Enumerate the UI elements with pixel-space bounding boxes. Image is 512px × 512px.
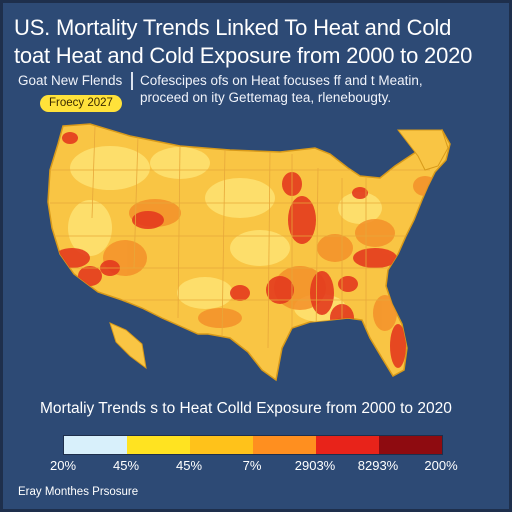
legend-swatch-0 (64, 436, 127, 454)
subheader-right-line-1: Cofescipes ofs on Heat focuses ff and t … (140, 73, 423, 88)
new-england-shape (396, 129, 449, 171)
subheader: Goat New Flends Cofescipes ofs on Heat f… (18, 72, 498, 112)
legend-label: 8293% (357, 458, 399, 473)
subheader-left: Goat New Flends (18, 73, 123, 88)
legend-label: 2903% (294, 458, 336, 473)
legend-swatch-2 (190, 436, 253, 454)
legend-swatch-4 (316, 436, 379, 454)
us-heat-map (30, 108, 480, 398)
year-badge: Froecy 2027 (40, 95, 122, 112)
legend-label: 20% (49, 458, 77, 473)
us-map-svg (47, 123, 451, 381)
subheader-right-line-2: proceed on ity Gettemag tea, rlenebougty… (140, 90, 392, 105)
legend-labels: 20% 45% 45% 7% 2903% 8293% 200% (40, 458, 472, 476)
legend-color-scale (63, 435, 443, 455)
legend-swatch-5 (379, 436, 442, 454)
legend-swatch-1 (127, 436, 190, 454)
alaska-shape (109, 322, 147, 370)
subheader-right: Cofescipes ofs on Heat focuses ff and t … (140, 72, 500, 106)
infographic-title: US. Mortality Trends Linked To Heat and … (14, 14, 498, 70)
legend-label: 45% (112, 458, 140, 473)
footer-note: Eray Monthes Prsosure (18, 486, 139, 498)
subheader-divider (131, 72, 133, 90)
legend-swatch-3 (253, 436, 316, 454)
legend-label: 45% (175, 458, 203, 473)
title-line-2: toat Heat and Cold Exposure from 2000 to… (14, 43, 473, 68)
legend-label: 7% (242, 458, 262, 473)
legend-label: 200% (424, 458, 458, 473)
title-line-1: US. Mortality Trends Linked To Heat and … (14, 15, 452, 40)
legend-title: Mortaliy Trends s to Heat Colld Exposure… (40, 400, 452, 417)
